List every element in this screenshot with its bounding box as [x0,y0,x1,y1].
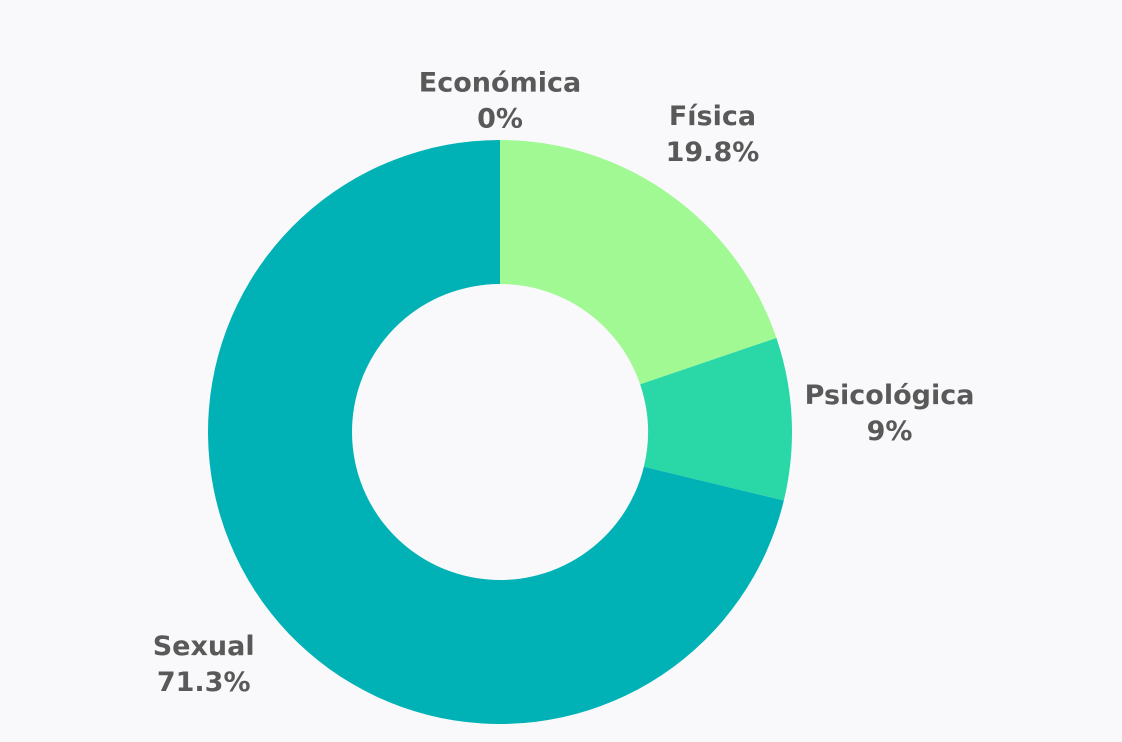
value-label: 19.8% [666,137,760,168]
segment-label: Sexual [153,631,255,662]
value-label: 9% [867,416,913,447]
chart: Económica 0% Física 19.8% Psicológica 9% Sexua… [0,0,1122,742]
segment-label: Económica [419,68,581,99]
donut-segment [500,140,776,384]
value-label: 0% [477,104,523,135]
segment-label: Psicológica [805,380,975,411]
value-label: 71.3% [157,667,251,698]
segment-label: Física [669,101,756,132]
page: {"chart_data": {"type": "donut", "catego… [0,0,1122,742]
